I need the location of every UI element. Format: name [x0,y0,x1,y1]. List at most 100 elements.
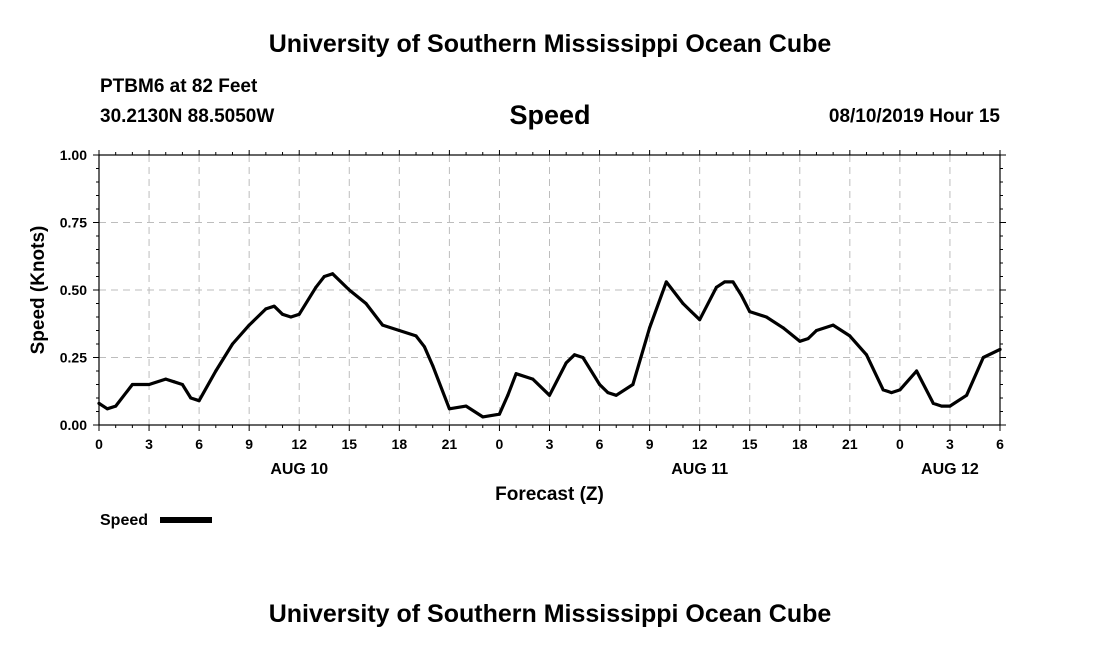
legend-label: Speed [100,512,148,529]
data-point [798,339,802,343]
data-point [264,307,268,311]
data-point [230,342,234,346]
y-tick-label: 0.25 [60,350,87,366]
data-point [114,404,118,408]
x-tick-label: 3 [546,436,554,452]
data-point [698,318,702,322]
x-axis-title: Forecast (Z) [495,484,604,505]
data-point [631,383,635,386]
data-point [648,326,652,330]
data-point [289,315,293,319]
data-point [130,383,134,386]
data-point [531,377,535,381]
data-point [681,302,685,305]
x-tick-label: 18 [792,436,808,452]
data-point [548,393,551,397]
x-tick-label: 6 [996,436,1004,452]
y-axis-title: Speed (Knots) [28,226,49,355]
y-tick-label: 1.00 [60,147,87,163]
data-point [831,323,835,327]
data-point [347,288,351,292]
data-point [739,293,743,297]
data-point [598,383,602,386]
data-point [364,302,368,305]
x-tick-label: 12 [291,436,307,452]
data-point [714,285,718,289]
x-tick-label: 3 [145,436,153,452]
data-point [614,393,618,397]
station-label: PTBM6 at 82 Feet [100,76,258,97]
x-tick-label: 12 [692,436,708,452]
data-point [898,388,902,392]
data-point [573,353,577,357]
data-point [422,345,426,349]
x-tick-label: 15 [742,436,758,452]
x-tick-label: 6 [596,436,604,452]
data-point [272,304,276,308]
x-tick-label: 18 [392,436,408,452]
data-point [764,315,768,319]
page-title-top: University of Southern Mississippi Ocean… [268,30,832,58]
data-point [581,356,585,359]
data-point [506,393,510,397]
data-point [172,380,176,384]
legend: Speed [100,512,212,529]
y-tick-label: 0.75 [60,215,87,231]
data-point [731,280,735,284]
data-point [297,312,301,316]
x-tick-label: 3 [946,436,954,452]
data-point [105,407,109,411]
x-tick-label: 0 [496,436,504,452]
y-tick-label: 0.50 [60,282,87,298]
data-point [965,393,969,397]
data-point [865,353,869,357]
date-label: AUG 12 [921,461,979,478]
data-point [314,285,318,289]
data-point [147,383,151,386]
data-point [322,275,326,278]
data-point [497,412,501,416]
data-point [414,334,418,338]
grid-lines [99,155,1000,425]
x-tick-label: 9 [646,436,654,452]
axis-labels: 0 3 6 9 12 15 18 21 0 3 6 9 12 15 18 21 0 3 6 0.00 0.25 0.50 0… [28,147,1004,505]
chart-title: Speed [509,100,591,130]
data-point [514,372,518,376]
data-point [331,272,335,276]
x-tick-label: 15 [341,436,357,452]
data-point [998,347,1002,351]
data-point [431,364,435,368]
data-point [881,388,885,392]
data-point [180,383,184,386]
data-point [564,361,568,365]
data-point [781,326,785,330]
data-point [981,356,985,359]
x-tick-label: 0 [896,436,904,452]
data-point [814,329,818,332]
data-point [281,312,285,316]
data-point [806,337,810,341]
data-point [915,369,919,373]
x-tick-label: 6 [195,436,203,452]
series-layer [97,272,1002,419]
data-point [464,404,468,408]
data-point [664,280,668,284]
data-point [97,401,101,405]
data-point [748,310,752,314]
data-point [931,401,935,405]
data-point [447,407,451,411]
data-point [247,323,251,327]
axis-ticks [93,150,1006,431]
x-tick-label: 21 [842,436,858,452]
forecast-datetime: 08/10/2019 Hour 15 [828,106,1000,127]
y-tick-label: 0.00 [60,417,87,433]
data-point [606,391,610,395]
data-point [890,391,894,395]
coordinates-label: 30.2130N 88.5050W [100,106,275,127]
data-point [689,310,693,314]
data-point [481,415,485,419]
data-point [948,404,952,408]
data-point [164,377,168,381]
plot-frame [98,154,1001,426]
